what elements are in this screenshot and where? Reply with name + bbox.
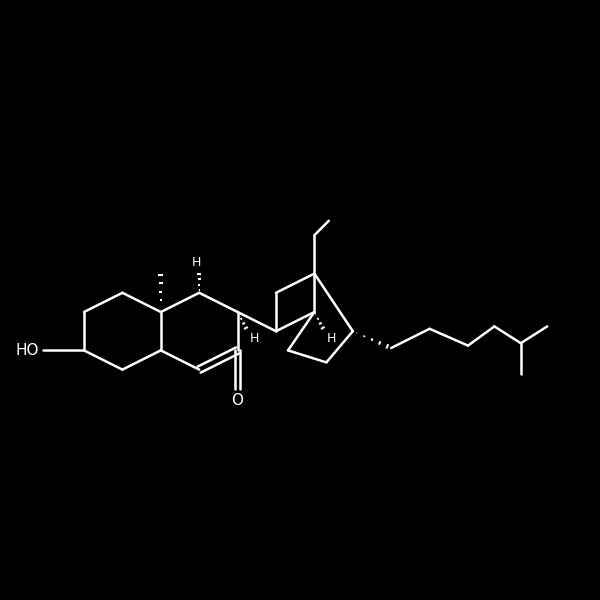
Text: H: H [192,256,202,269]
Text: H: H [250,332,259,345]
Text: H: H [326,332,336,345]
Text: O: O [232,392,244,407]
Text: HO: HO [16,343,40,358]
